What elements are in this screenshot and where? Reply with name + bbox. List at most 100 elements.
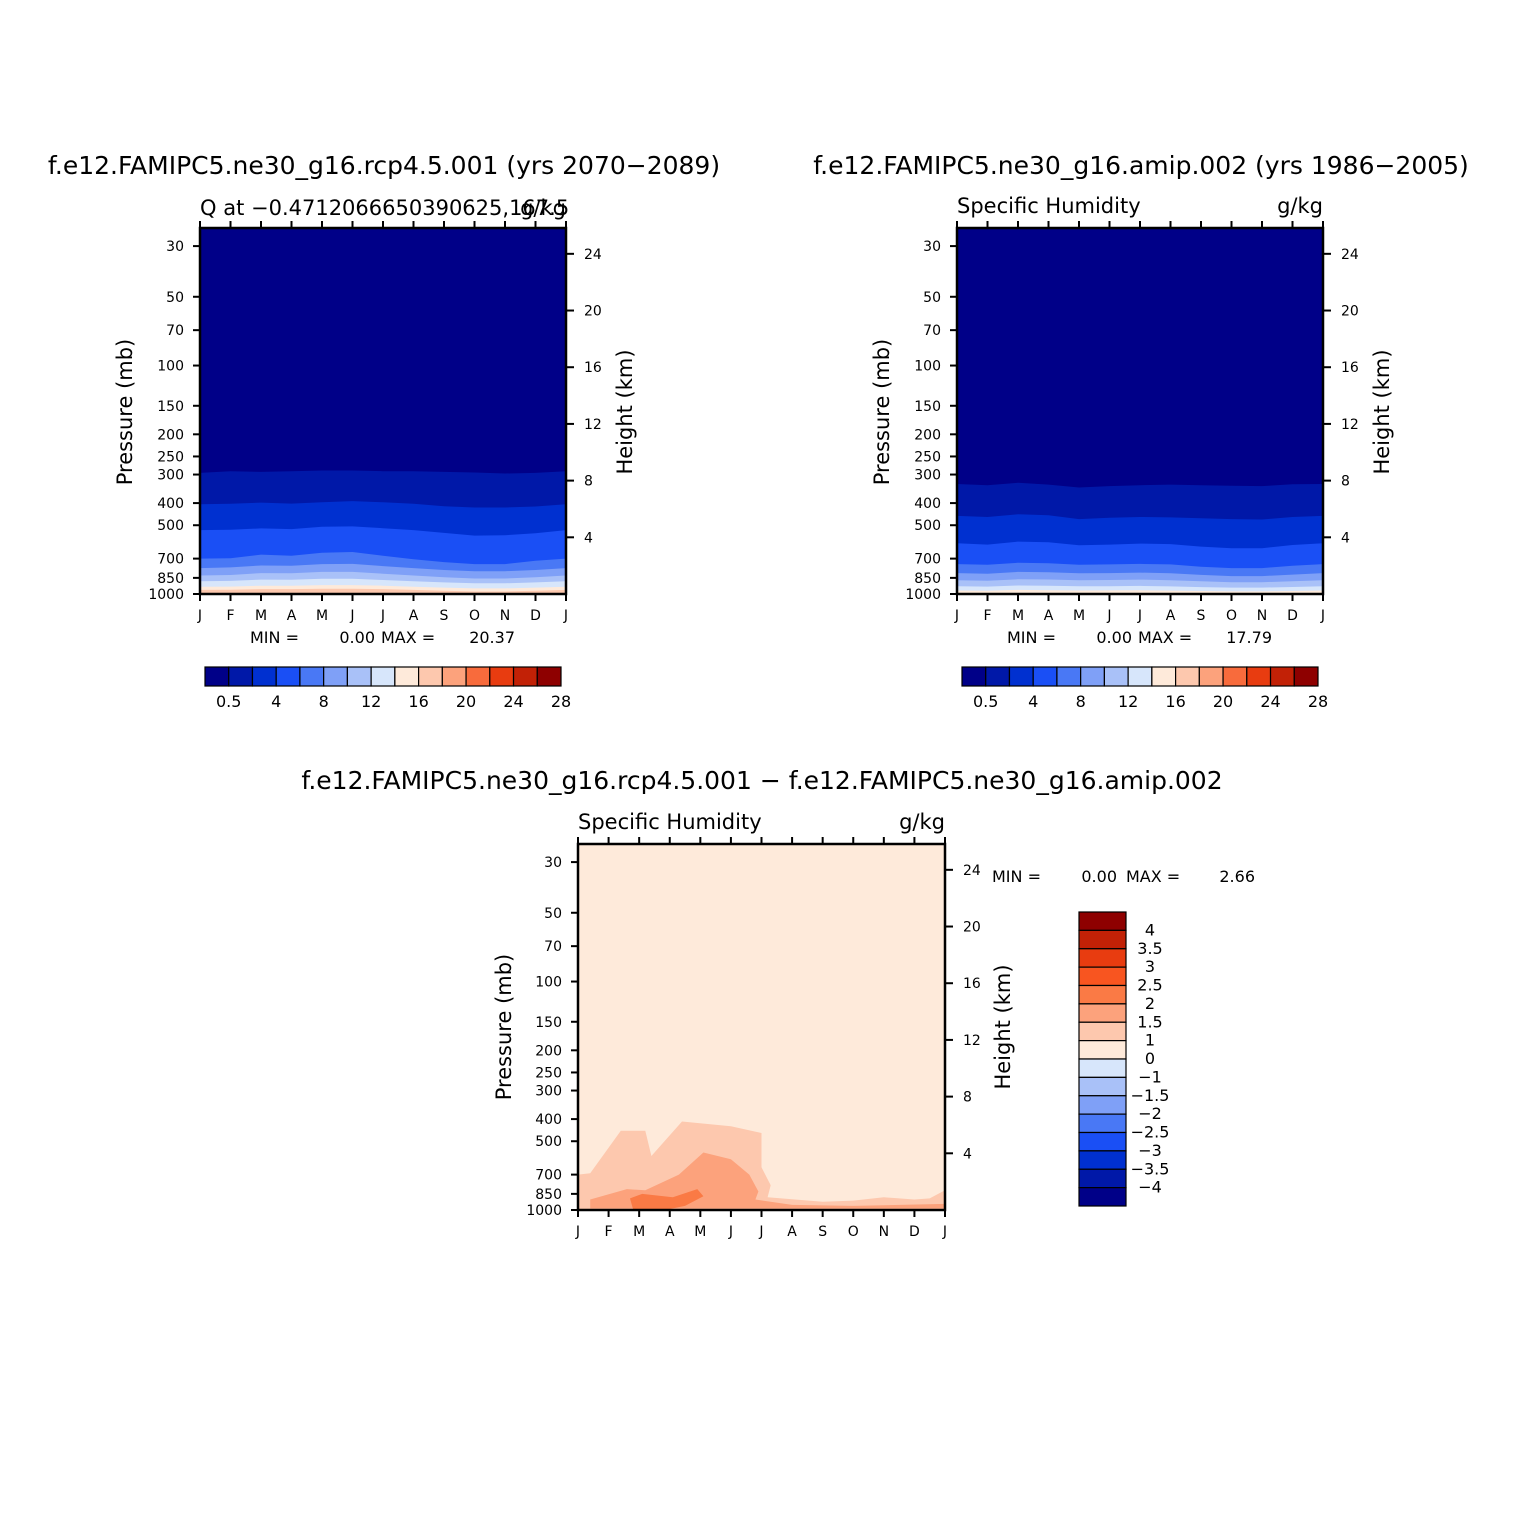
panel-amip-x-tick-label: M: [1012, 608, 1024, 624]
panel-diff-left-label: Specific Humidity: [578, 810, 762, 834]
panel-diff-y2-tick-label: 24: [963, 863, 981, 879]
panel-diff-colorbar-label: 1: [1145, 1031, 1155, 1050]
panel-rcp-x-tick-label: S: [440, 608, 449, 624]
panel-amip-x-tick-label: A: [1166, 608, 1176, 624]
panel-amip-x-tick-label: S: [1197, 608, 1206, 624]
panel-diff-colorbar-label: −2: [1138, 1104, 1162, 1123]
panel-rcp-colorbar-box: [418, 666, 443, 687]
panel-amip-x-tick-label: J: [1320, 608, 1325, 624]
panel-diff-min-value: 0.00: [1081, 867, 1117, 886]
panel-diff-x-tick-label: M: [694, 1224, 706, 1240]
panel-rcp-x-tick-label: J: [197, 608, 202, 624]
panel-diff-max-value: 2.66: [1219, 867, 1255, 886]
panel-diff-y-tick-label: 1000: [526, 1203, 562, 1219]
panel-diff-title: f.e12.FAMIPC5.ne30_g16.rcp4.5.001 − f.e1…: [301, 766, 1222, 795]
panel-amip-max-value: 17.79: [1226, 628, 1272, 647]
panel-diff-colorbar-label: 4: [1145, 920, 1155, 939]
panel-rcp-colorbar-label: 16: [408, 692, 428, 711]
panel-rcp-x-tick-label: O: [469, 608, 480, 624]
panel-amip-y2-tick-label: 16: [1341, 360, 1359, 376]
panel-amip-x-tick-label: D: [1287, 608, 1298, 624]
panel-amip-y-tick-label: 850: [914, 571, 941, 587]
panel-diff-y-tick-label: 200: [535, 1043, 562, 1059]
panel-amip-colorbar-label: 4: [1028, 692, 1038, 711]
panel-rcp-y-tick-label: 70: [166, 323, 184, 339]
panel-rcp-min-value: 0.00: [339, 628, 375, 647]
panel-amip-y-tick-label: 400: [914, 496, 941, 512]
panel-diff-colorbar-label: 1.5: [1137, 1012, 1162, 1031]
panel-diff-y2-tick-label: 20: [963, 920, 981, 936]
panel-diff-y-tick-label: 70: [544, 939, 562, 955]
panel-amip-x-tick-label: M: [1073, 608, 1085, 624]
panel-diff-colorbar-box: [1078, 929, 1127, 950]
panel-amip-y-tick-label: 70: [923, 323, 941, 339]
panel-rcp-y2-tick-label: 24: [584, 247, 602, 263]
panel-amip-colorbar-label: 28: [1308, 692, 1328, 711]
panel-rcp-colorbar-label: 24: [503, 692, 523, 711]
panel-rcp-y2-tick-label: 12: [584, 417, 602, 433]
panel-amip-x-tick-label: J: [1137, 608, 1142, 624]
panel-diff-y-tick-label: 30: [544, 855, 562, 871]
panel-diff-fill-level-5: [590, 1152, 945, 1209]
panel-amip-colorbar-box: [1056, 666, 1082, 687]
panel-amip-min-value: 0.00: [1096, 628, 1132, 647]
panel-amip-y-tick-label: 200: [914, 427, 941, 443]
panel-rcp-x-tick-label: M: [255, 608, 267, 624]
panel-amip-colorbar-box: [1222, 666, 1248, 687]
panel-amip-colorbar-label: 12: [1118, 692, 1138, 711]
panel-amip-y-tick-label: 30: [923, 239, 941, 255]
panel-diff-colorbar-label: 2: [1145, 994, 1155, 1013]
panel-rcp-y-tick-label: 250: [157, 449, 184, 465]
panel-amip-colorbar: 0.5 4 8 12 16 20 24 28: [961, 666, 1328, 711]
panel-diff-fill-level-4: [630, 1189, 704, 1209]
panel-rcp-y-tick-label: 100: [157, 359, 184, 375]
panel-rcp-colorbar-box: [512, 666, 538, 687]
panel-diff-plot: J F M A M J J A S O N D J 30 50 70 100 150 200 250 300 400 500…: [526, 837, 981, 1240]
panel-rcp-colorbar-label: 20: [456, 692, 476, 711]
panel-diff-colorbar-box: [1078, 984, 1127, 1005]
panel-diff-x-tick-label: J: [942, 1224, 947, 1240]
panel-diff-x-tick-label: A: [787, 1224, 797, 1240]
panel-diff-y-tick-label: 500: [535, 1134, 562, 1150]
panel-rcp-y-tick-label: 400: [157, 496, 184, 512]
panel-rcp-colorbar-box: [441, 666, 467, 687]
panel-rcp-title: f.e12.FAMIPC5.ne30_g16.rcp4.5.001 (yrs 2…: [48, 151, 720, 180]
panel-amip-colorbar-label: 24: [1260, 692, 1280, 711]
panel-amip-x-tick-label: O: [1226, 608, 1237, 624]
panel-amip-colorbar-box: [1151, 666, 1177, 687]
panel-diff-x-tick-label: A: [665, 1224, 675, 1240]
panel-amip-colorbar-label: 8: [1076, 692, 1086, 711]
panel-amip-title: f.e12.FAMIPC5.ne30_g16.amip.002 (yrs 198…: [813, 151, 1469, 180]
panel-rcp-units-label: g/kg: [520, 196, 566, 220]
panel-diff-colorbar-label: −1: [1138, 1067, 1162, 1086]
panel-rcp-y-tick-label: 500: [157, 518, 184, 534]
panel-diff-colorbar-label: −4: [1138, 1178, 1162, 1197]
panel-rcp-x-tick-label: J: [563, 608, 568, 624]
panel-rcp-fill-level-9: [200, 588, 566, 594]
panel-rcp-colorbar-label: 12: [361, 692, 381, 711]
panel-diff-colorbar-box: [1078, 1187, 1127, 1207]
panel-rcp-y-axis-label: Pressure (mb): [113, 339, 137, 486]
panel-amip-y-tick-label: 300: [914, 468, 941, 484]
panel-amip-colorbar-box: [1127, 666, 1153, 687]
panel-diff-colorbar-label: −2.5: [1131, 1123, 1170, 1142]
panel-diff-y-tick-label: 400: [535, 1112, 562, 1128]
panel-diff-x-tick-label: J: [575, 1224, 580, 1240]
panel-amip-colorbar-box: [1174, 666, 1200, 687]
panel-diff-colorbar-box: [1078, 1150, 1127, 1170]
panel-amip-y-tick-label: 100: [914, 359, 941, 375]
panel-diff: f.e12.FAMIPC5.ne30_g16.rcp4.5.001 − f.e1…: [301, 766, 1255, 1240]
panel-amip-colorbar-box: [1103, 666, 1129, 687]
panel-amip-colorbar-box: [1032, 666, 1058, 687]
panel-rcp-x-tick-label: J: [349, 608, 354, 624]
panel-amip-y2-tick-label: 12: [1341, 417, 1359, 433]
panel-rcp-colorbar-label: 0.5: [216, 692, 241, 711]
panel-amip-x-tick-label: A: [1044, 608, 1054, 624]
panel-amip-plot: J F M A M J J A S O N D J 30 50 70 100 150 200 250 300 400 500…: [905, 221, 1359, 624]
panel-diff-colorbar: 43.532.521.510−1−1.5−2−2.5−3−3.5−4: [1078, 911, 1170, 1207]
panel-diff-colorbar-box: [1078, 1131, 1127, 1152]
panel-amip-colorbar-box: [1246, 666, 1272, 687]
panel-rcp-x-tick-label: A: [287, 608, 297, 624]
panel-amip-colorbar-label: 20: [1213, 692, 1233, 711]
panel-diff-y2-tick-label: 12: [963, 1033, 981, 1049]
